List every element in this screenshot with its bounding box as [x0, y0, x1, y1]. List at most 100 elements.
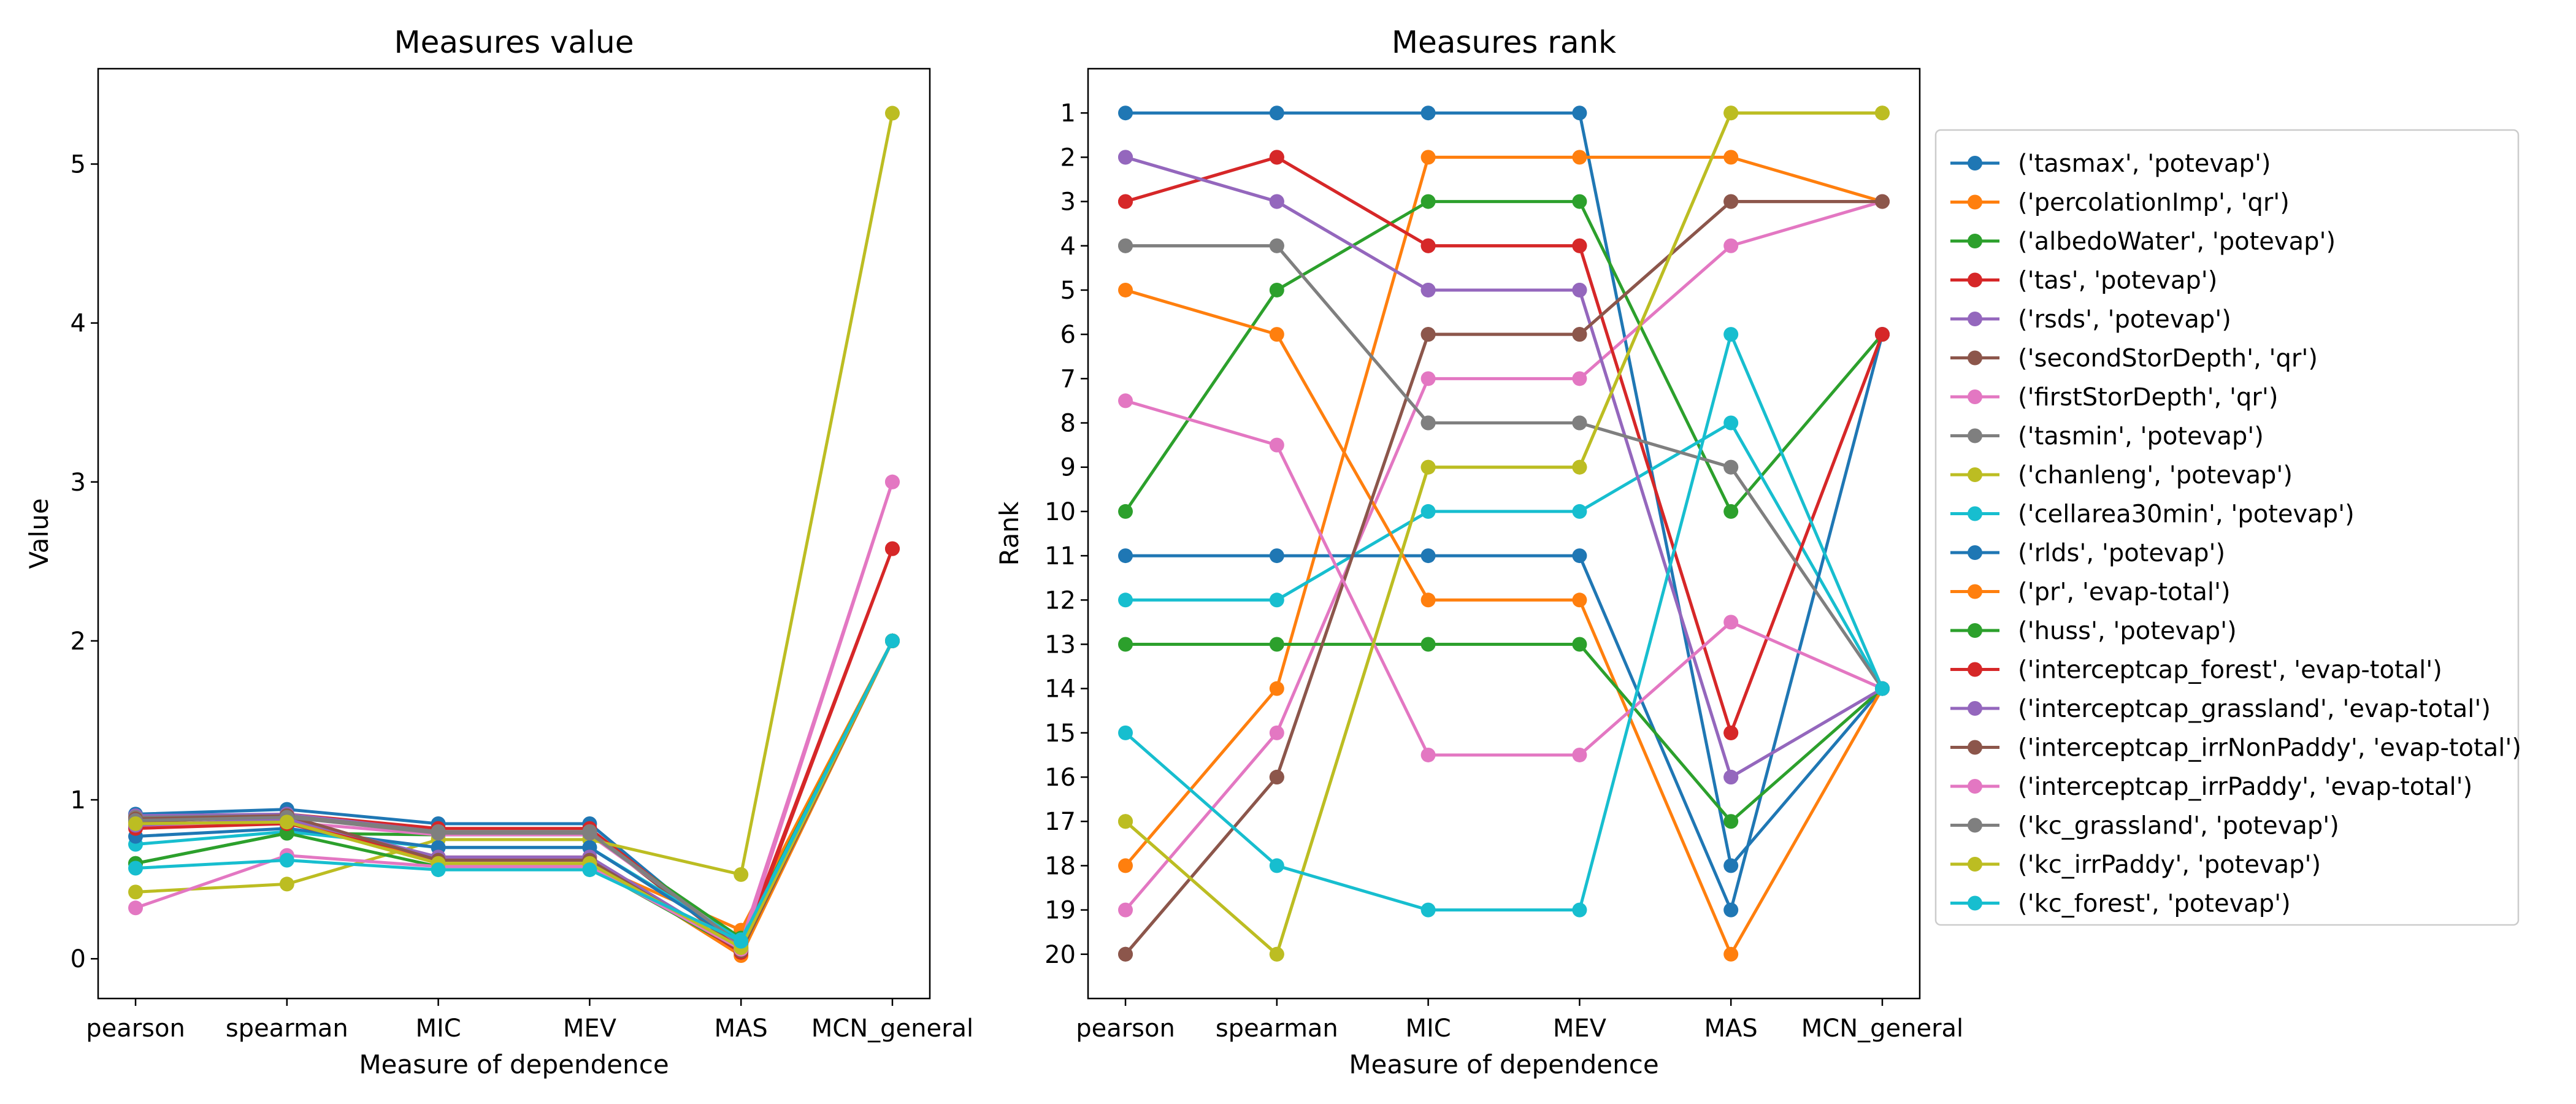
series-line — [1125, 399, 1883, 757]
data-point — [1269, 592, 1284, 608]
legend-item: ('albedoWater', 'potevap') — [1950, 228, 2336, 256]
series-line — [1125, 244, 1884, 690]
y-tick-label: 3 — [71, 469, 86, 497]
data-point — [1118, 814, 1133, 829]
legend-label: ('interceptcap_irrPaddy', 'evap-total') — [2018, 773, 2472, 801]
series-line — [1125, 111, 1884, 867]
y-tick-label: 12 — [1045, 586, 1076, 615]
series-line — [135, 640, 894, 943]
data-point — [734, 933, 749, 949]
x-tick-label: pearson — [1076, 1014, 1175, 1043]
legend-label: ('kc_grassland', 'potevap') — [2018, 812, 2339, 840]
data-point — [128, 900, 144, 916]
legend-item: ('tasmax', 'potevap') — [1950, 150, 2271, 178]
data-point — [431, 862, 446, 878]
data-point — [884, 105, 900, 121]
data-point — [1572, 592, 1587, 608]
data-point — [1420, 592, 1436, 608]
legend-marker — [1968, 895, 1982, 911]
legend-item: ('kc_irrPaddy', 'potevap') — [1950, 851, 2321, 879]
legend-marker — [1968, 740, 1982, 755]
legend-marker — [1968, 312, 1982, 326]
series-18 — [1118, 105, 1890, 962]
data-point — [1118, 548, 1133, 564]
x-tick-label: MCN_general — [1801, 1014, 1963, 1043]
legend-label: ('firstStorDepth', 'qr') — [2018, 383, 2278, 412]
series-line — [135, 481, 894, 951]
x-tick-label: MAS — [715, 1014, 768, 1043]
y-tick-label: 19 — [1045, 897, 1076, 925]
data-point — [1420, 902, 1436, 918]
series-12 — [1118, 637, 1890, 829]
data-point — [1269, 238, 1284, 253]
legend-box — [1934, 129, 2520, 926]
data-point — [1572, 282, 1587, 297]
data-point — [1118, 238, 1133, 253]
data-point — [1572, 327, 1587, 342]
legend-item: ('secondStorDepth', 'qr') — [1950, 345, 2318, 373]
legend-item: ('kc_forest', 'potevap') — [1950, 890, 2291, 918]
y-tick-label: 13 — [1045, 631, 1076, 659]
legend-item: ('firstStorDepth', 'qr') — [1950, 383, 2278, 412]
series-line — [1124, 155, 1883, 867]
data-point — [1420, 105, 1436, 121]
data-point — [884, 633, 900, 648]
legend-item: ('interceptcap_forest', 'evap-total') — [1950, 656, 2442, 684]
legend-marker — [1968, 194, 1982, 210]
y-tick-label: 4 — [1060, 232, 1076, 261]
legend-marker — [1968, 779, 1982, 794]
data-point — [582, 862, 597, 878]
y-tick-label: 3 — [1060, 188, 1076, 217]
legend-label: ('interceptcap_forest', 'evap-total') — [2018, 656, 2442, 684]
data-point — [1420, 747, 1436, 762]
rank-x-axis-label: Measure of dependence — [1349, 1049, 1658, 1079]
series-line — [1124, 200, 1883, 911]
data-point — [1420, 415, 1436, 431]
data-point — [1118, 637, 1133, 652]
value-y-ticks: 0 1 2 3 4 5 — [71, 150, 98, 973]
rank-chart: Measures rank 12345678910111213141516171… — [994, 25, 1963, 1079]
legend-label: ('tas', 'potevap') — [2018, 267, 2217, 295]
y-tick-label: 6 — [1060, 321, 1076, 349]
legend-label: ('tasmax', 'potevap') — [2018, 150, 2271, 178]
x-tick-label: MCN_general — [811, 1014, 973, 1043]
y-tick-label: 4 — [71, 310, 86, 338]
data-point — [1572, 194, 1587, 209]
data-point — [1723, 459, 1739, 475]
legend-marker — [1968, 545, 1982, 560]
y-tick-label: 14 — [1045, 675, 1076, 703]
data-point — [582, 826, 597, 841]
legend-label: ('interceptcap_irrNonPaddy', 'evap-total… — [2018, 734, 2521, 762]
value-chart-title: Measures value — [394, 25, 634, 60]
data-point — [1118, 150, 1133, 165]
data-point — [1723, 858, 1739, 873]
y-tick-label: 10 — [1045, 498, 1076, 526]
x-tick-label: MAS — [1704, 1014, 1758, 1043]
data-point — [1420, 282, 1436, 297]
data-point — [128, 861, 144, 876]
data-point — [1118, 282, 1133, 297]
x-tick-label: MEV — [1553, 1014, 1607, 1043]
y-tick-label: 5 — [1060, 277, 1076, 305]
data-point — [1420, 194, 1436, 209]
legend-item: ('interceptcap_grassland', 'evap-total') — [1950, 695, 2491, 723]
legend-marker — [1968, 272, 1982, 288]
data-point — [1269, 637, 1284, 652]
x-tick-label: MIC — [415, 1014, 461, 1043]
data-point — [1572, 902, 1587, 918]
data-point — [1723, 770, 1739, 785]
series-line — [1125, 155, 1884, 735]
data-point — [1723, 615, 1739, 630]
series-19 — [1118, 327, 1890, 918]
data-point — [1723, 327, 1739, 342]
y-tick-label: 2 — [71, 627, 86, 656]
data-point — [1118, 393, 1133, 408]
data-point — [1723, 194, 1739, 209]
rank-y-axis-label: Rank — [994, 501, 1024, 566]
legend-label: ('percolationImp', 'qr') — [2018, 189, 2290, 217]
y-tick-label: 7 — [1060, 365, 1076, 393]
legend: ('tasmax', 'potevap') ('percolationImp', … — [1934, 129, 2521, 926]
legend-item: ('tas', 'potevap') — [1950, 267, 2217, 295]
legend-label: ('chanleng', 'potevap') — [2018, 461, 2293, 489]
legend-item: ('interceptcap_irrNonPaddy', 'evap-total… — [1950, 734, 2521, 762]
